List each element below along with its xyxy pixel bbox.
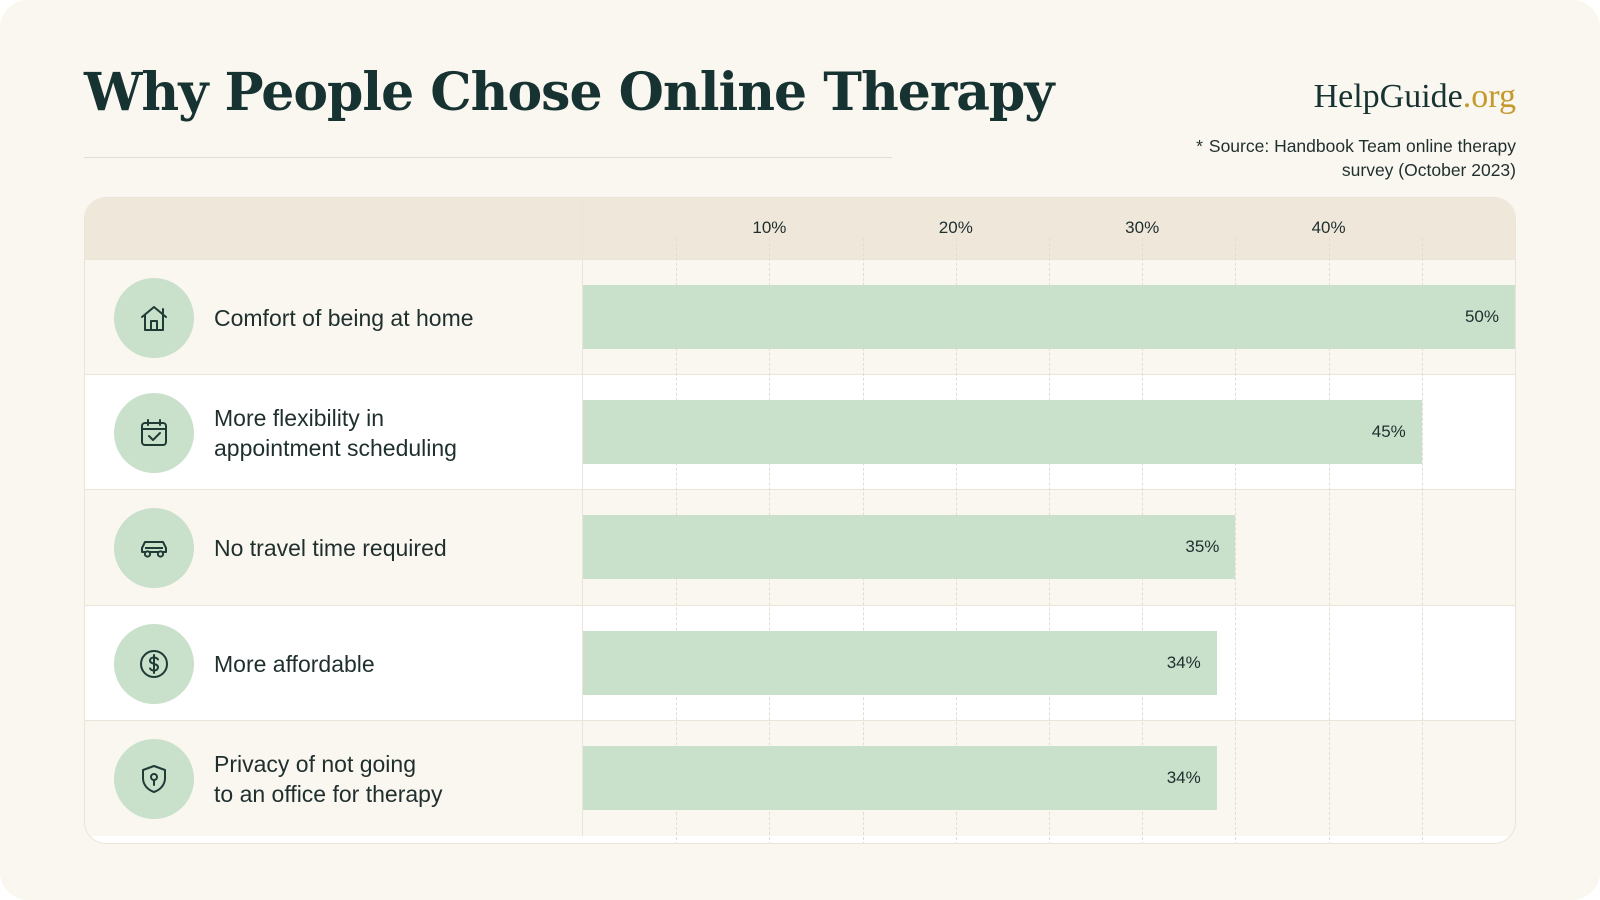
shield-keyhole-icon [114, 738, 194, 819]
category-label: Comfort of being at home [214, 305, 474, 331]
title-divider [84, 157, 892, 158]
brand-tld: .org [1462, 78, 1516, 115]
dollar-coin-icon [114, 623, 194, 704]
source-note: * Source: Handbook Team online therapy su… [1196, 134, 1516, 182]
car-icon [114, 508, 194, 589]
bar-value-label: 35% [1185, 537, 1220, 557]
calendar-check-icon [114, 393, 194, 474]
column-divider [582, 605, 583, 721]
home-icon [114, 278, 194, 358]
axis-header: 10% 20% 30% 40% [85, 198, 1515, 259]
brand-logo: HelpGuide.org [1314, 78, 1516, 116]
category-label: More flexibility in appointment scheduli… [214, 405, 457, 462]
bar-chart: 10% 20% 30% 40% Comfort of being at home Mor… [84, 197, 1516, 844]
bar [583, 400, 1422, 465]
x-tick-label: 10% [752, 218, 787, 237]
category-label: Privacy of not going to an office for th… [214, 750, 443, 807]
page-title: Why People Chose Online Therapy [84, 62, 1054, 123]
category-label: More affordable [214, 650, 375, 677]
source-marker: * [1196, 136, 1203, 156]
bar-value-label: 45% [1371, 422, 1406, 442]
bar [583, 515, 1236, 580]
brand-name: HelpGuide [1313, 78, 1463, 115]
bar-value-label: 34% [1166, 767, 1201, 787]
x-tick-label: 20% [938, 218, 973, 237]
column-divider [582, 260, 583, 376]
column-divider [582, 720, 583, 836]
x-tick-label: 40% [1311, 218, 1346, 237]
column-divider [582, 198, 583, 259]
bar [583, 285, 1515, 349]
bar [583, 745, 1217, 810]
bar-value-label: 34% [1166, 652, 1201, 672]
source-text: Source: Handbook Team online therapy sur… [1208, 136, 1516, 180]
bar [583, 630, 1217, 695]
bar-value-label: 50% [1464, 307, 1499, 326]
x-tick-label: 30% [1125, 218, 1160, 237]
column-divider [582, 490, 583, 606]
category-label: No travel time required [214, 535, 447, 562]
column-divider [582, 375, 583, 491]
